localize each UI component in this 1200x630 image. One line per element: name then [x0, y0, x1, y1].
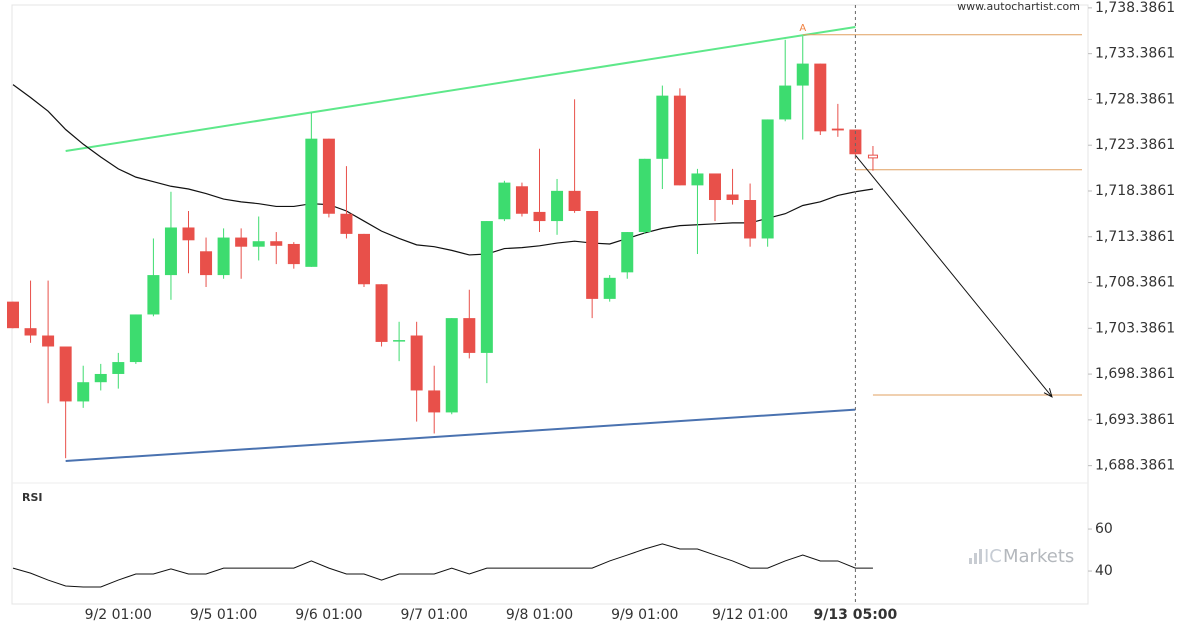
candle-body [147, 275, 160, 315]
candle-body [867, 154, 878, 159]
candle-body [498, 182, 511, 220]
rsi-title: RSI [22, 491, 43, 504]
candle-body [551, 190, 564, 222]
candle-body [200, 251, 213, 276]
candle-body [726, 194, 739, 201]
y-tick-label: 40 [1095, 563, 1113, 579]
logo-icon [969, 549, 982, 564]
candle-body [673, 95, 686, 186]
candle-body [393, 340, 406, 342]
candle-body [533, 211, 546, 222]
moving-average [12, 84, 874, 256]
candle-body [709, 173, 721, 201]
candle-body [410, 335, 423, 391]
pattern-marker: A [799, 23, 806, 34]
y-tick-label: 1,738.3861 [1095, 0, 1175, 16]
forecast-arrow [855, 154, 1053, 398]
candle-body [217, 237, 230, 276]
candle-body [480, 221, 493, 353]
candle-body [375, 284, 388, 342]
x-tick-label: 9/2 01:00 [85, 607, 152, 623]
y-tick-label: 1,693.3861 [1095, 412, 1175, 428]
y-tick-label: 60 [1095, 521, 1113, 537]
candle-body [270, 241, 283, 246]
candle-body [445, 318, 458, 413]
candle-body [129, 314, 142, 363]
x-tick-label: 9/7 01:00 [401, 607, 468, 623]
logo-bar [979, 549, 982, 564]
y-tick-label: 1,733.3861 [1095, 46, 1175, 62]
arrow-head [1043, 388, 1053, 398]
candle-body [761, 119, 774, 239]
trendline [65, 25, 856, 153]
x-tick-label: 9/6 01:00 [295, 607, 362, 623]
candle-body [340, 213, 353, 234]
candle-body [796, 63, 809, 86]
candle-body [744, 200, 757, 239]
candle-body [164, 227, 177, 276]
candle-body [515, 186, 528, 214]
candle-body [287, 243, 300, 265]
candle-body [568, 190, 581, 211]
logo-bar [974, 553, 977, 564]
candle-body [252, 241, 265, 247]
candle-body [59, 346, 72, 402]
candle-body [831, 128, 844, 131]
candle-body [849, 129, 862, 155]
candle-body [358, 233, 370, 285]
y-tick-label: 1,703.3861 [1095, 320, 1175, 336]
candle-body [24, 328, 37, 336]
candle-body [94, 373, 107, 383]
x-tick-label: 9/12 01:00 [712, 607, 788, 623]
x-tick-label: 9/5 01:00 [190, 607, 257, 623]
candle-body [77, 382, 90, 402]
y-tick-label: 1,723.3861 [1095, 137, 1175, 153]
candle-body [638, 158, 651, 233]
candle-body [586, 210, 599, 299]
trendline [65, 408, 856, 462]
y-tick-label: 1,708.3861 [1095, 275, 1175, 291]
y-tick-label: 1,713.3861 [1095, 229, 1175, 245]
candle-body [7, 301, 19, 329]
candle-body [691, 173, 704, 186]
candle-body [463, 318, 476, 353]
candle-body [112, 362, 125, 374]
candle-body [235, 237, 248, 247]
candle-body [42, 335, 55, 347]
candle-body [428, 390, 441, 413]
y-tick-label: 1,698.3861 [1095, 366, 1175, 382]
x-tick-label: 9/13 05:00 [814, 607, 898, 623]
watermark: www.autochartist.com [957, 0, 1080, 13]
candle-body [322, 138, 335, 214]
y-tick-label: 1,718.3861 [1095, 183, 1175, 199]
logo-bar [969, 558, 972, 564]
candle-body [814, 63, 827, 132]
logo-prefix: IC [984, 546, 1002, 567]
candle-body [182, 227, 195, 241]
x-tick-label: 9/9 01:00 [611, 607, 678, 623]
plot-frame [11, 4, 1089, 605]
x-tick-label: 9/8 01:00 [506, 607, 573, 623]
y-tick-label: 1,728.3861 [1095, 91, 1175, 107]
logo-name: Markets [1003, 546, 1074, 567]
y-tick-label: 1,688.3861 [1095, 458, 1175, 474]
candle-body [656, 95, 669, 159]
candle-body [621, 232, 634, 273]
candle-body [305, 138, 318, 267]
candle-body [603, 277, 616, 299]
candle-body [779, 85, 792, 120]
rsi-line [12, 543, 873, 588]
